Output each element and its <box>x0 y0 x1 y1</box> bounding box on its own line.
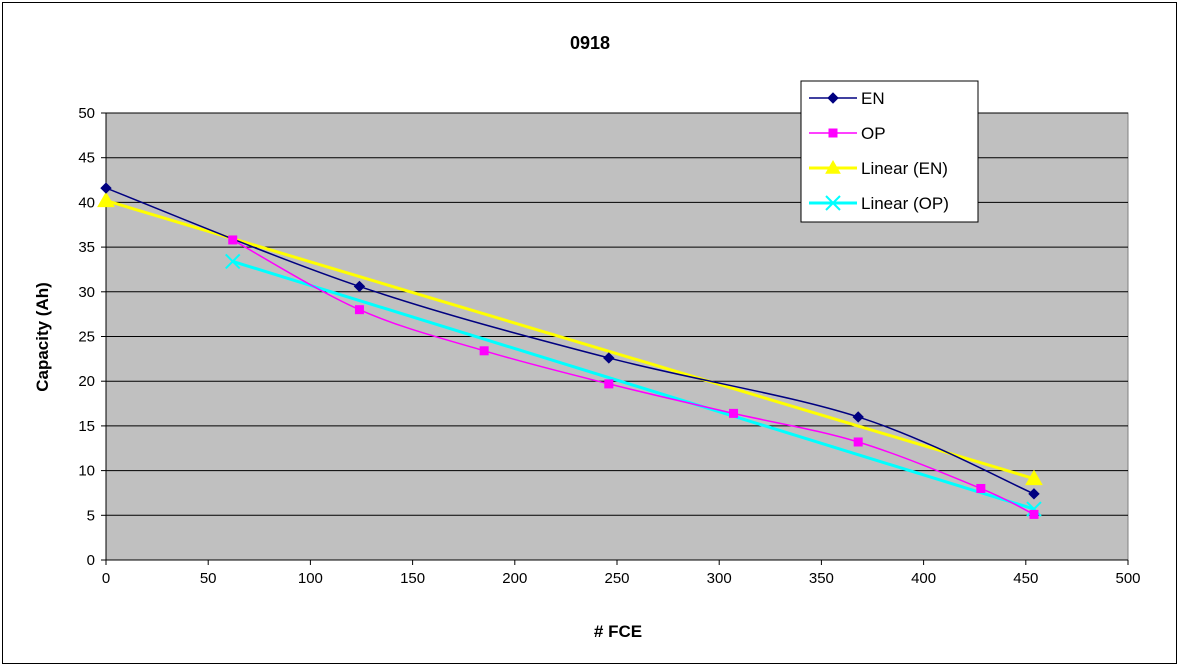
data-point <box>603 352 615 364</box>
chart-title: 0918 <box>570 33 610 53</box>
x-tick-label: 100 <box>298 570 323 587</box>
x-tick-label: 300 <box>707 570 732 587</box>
x-tick-label: 150 <box>400 570 425 587</box>
y-tick-label: 30 <box>78 284 95 301</box>
legend-label: EN <box>861 89 885 108</box>
data-point <box>225 253 241 270</box>
y-tick-label: 50 <box>78 105 95 122</box>
series-line <box>232 259 1035 511</box>
y-tick-label: 15 <box>78 418 95 435</box>
data-point <box>97 191 115 208</box>
legend-marker <box>825 195 841 211</box>
series-line <box>105 199 1035 481</box>
data-point <box>479 346 489 356</box>
y-tick-label: 0 <box>87 552 95 569</box>
x-tick-label: 450 <box>1013 570 1038 587</box>
data-point <box>228 235 238 245</box>
legend-marker <box>825 159 841 174</box>
series-linear-en <box>97 191 1043 486</box>
data-point <box>852 411 864 423</box>
y-tick-label: 45 <box>78 150 95 167</box>
series-line <box>105 187 1035 495</box>
y-tick-label: 5 <box>87 507 95 524</box>
y-tick-label: 40 <box>78 194 95 211</box>
data-point <box>354 305 364 315</box>
data-point <box>853 437 863 447</box>
x-tick-label: 250 <box>604 570 629 587</box>
x-tick-label: 350 <box>809 570 834 587</box>
x-axis-label: # FCE <box>594 622 642 641</box>
series-linear-op <box>225 253 1042 517</box>
data-point <box>1029 509 1039 519</box>
data-point <box>976 483 986 493</box>
legend-item: EN <box>809 89 885 108</box>
series-layer <box>97 182 1043 519</box>
x-marker-stroke <box>825 195 841 211</box>
legend-marker <box>827 92 839 104</box>
legend-label: OP <box>861 124 886 143</box>
x-tick-label: 50 <box>200 570 217 587</box>
data-point <box>729 408 739 418</box>
legend: EN OP Linear (EN) Linear (OP) <box>800 80 979 223</box>
series-en <box>100 182 1040 500</box>
data-point <box>1025 469 1043 486</box>
y-tick-label: 20 <box>78 373 95 390</box>
x-axis-ticks: 0 50 100 150 200 250 300 350 400 450 500 <box>102 560 1141 587</box>
legend-box <box>800 80 979 223</box>
legend-item: Linear (EN) <box>809 159 948 178</box>
data-point <box>1028 488 1040 500</box>
y-axis-label: Capacity (Ah) <box>33 282 52 392</box>
data-point <box>100 182 112 194</box>
y-axis-ticks: 0 5 10 15 20 25 30 35 40 45 50 <box>78 105 106 569</box>
data-point <box>353 280 366 293</box>
data-point <box>1026 501 1042 517</box>
legend-marker <box>828 128 838 138</box>
y-tick-label: 25 <box>78 329 95 346</box>
legend-label: Linear (EN) <box>861 159 948 178</box>
data-point <box>604 379 614 389</box>
series-op <box>228 235 1039 519</box>
x-tick-label: 0 <box>102 570 110 587</box>
x-tick-label: 400 <box>911 570 936 587</box>
x-tick-label: 500 <box>1115 570 1140 587</box>
x-marker-stroke <box>1026 501 1042 517</box>
legend-item: Linear (OP) <box>809 194 949 213</box>
legend-label: Linear (OP) <box>861 194 949 213</box>
x-tick-label: 200 <box>502 570 527 587</box>
y-tick-label: 10 <box>78 463 95 480</box>
legend-item: OP <box>809 124 886 143</box>
y-tick-label: 35 <box>78 239 95 256</box>
x-marker-stroke <box>225 253 241 270</box>
